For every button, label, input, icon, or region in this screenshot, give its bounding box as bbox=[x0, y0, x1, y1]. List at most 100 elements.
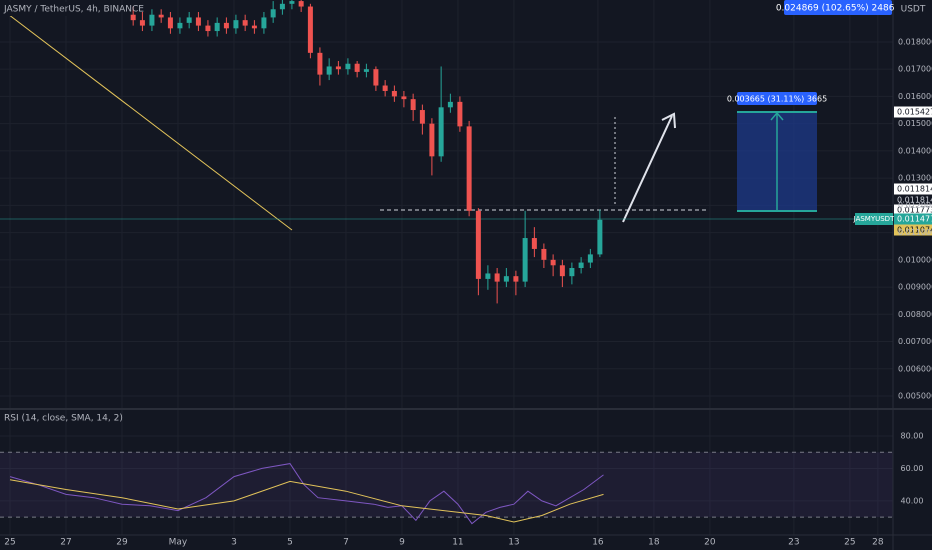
price-tag-label: 0.011773 bbox=[897, 206, 932, 215]
measure-tag-label: 0.024869 (102.65%) 24869 bbox=[776, 4, 901, 14]
candles bbox=[130, 0, 603, 304]
price-tag-label: 0.011814 bbox=[897, 185, 932, 194]
candle-body bbox=[391, 90, 397, 97]
candle-body bbox=[214, 22, 220, 32]
x-tick-label: 7 bbox=[343, 538, 349, 548]
currency-bg bbox=[895, 2, 931, 16]
price-tag bbox=[894, 224, 932, 236]
indicator-label: RSI (14, close, SMA, 14, 2) bbox=[4, 414, 123, 424]
position-tag bbox=[737, 92, 817, 105]
x-tick-label: 25 bbox=[4, 538, 15, 548]
candle-body bbox=[438, 107, 444, 157]
candle-body bbox=[466, 126, 472, 211]
y-tick-label: 0.018000 bbox=[898, 37, 932, 46]
y2-tick-label: 40.00 bbox=[901, 496, 924, 505]
candle-body bbox=[531, 238, 537, 249]
candle-body bbox=[270, 9, 276, 18]
title-bg bbox=[0, 2, 118, 16]
candle-body bbox=[410, 99, 416, 111]
price-tag bbox=[894, 106, 932, 118]
candle-body bbox=[251, 25, 257, 29]
price-tag bbox=[894, 194, 932, 206]
arrow-head bbox=[661, 112, 676, 129]
indicator-line bbox=[9, 463, 604, 525]
candle-body bbox=[541, 248, 547, 260]
chart-title: JASMY / TetherUS, 4h, BINANCE bbox=[3, 5, 144, 15]
x-tick-label: 28 bbox=[872, 538, 884, 548]
x-tick-label: 18 bbox=[648, 538, 660, 548]
candle-body bbox=[363, 69, 369, 72]
candle-body bbox=[597, 219, 603, 255]
position-tag-label: 0.003665 (31.11%) 3665 bbox=[727, 95, 827, 104]
trend-line bbox=[0, 7, 293, 231]
price-tag bbox=[894, 183, 932, 195]
price-tag-label: 0.011814 bbox=[897, 196, 932, 205]
candle-body bbox=[373, 69, 379, 86]
candle-body bbox=[242, 20, 248, 26]
candle-body bbox=[429, 123, 435, 157]
x-tick-label: 27 bbox=[60, 538, 71, 548]
x-tick-label: 16 bbox=[592, 538, 604, 548]
candle-body bbox=[335, 66, 341, 70]
candle-body bbox=[513, 276, 519, 282]
candle-body bbox=[158, 14, 164, 18]
candle-body bbox=[261, 17, 267, 29]
candle-body bbox=[401, 96, 407, 100]
candle-body bbox=[354, 63, 360, 72]
x-tick-label: 9 bbox=[399, 538, 405, 548]
symbol-tag bbox=[855, 213, 893, 225]
candle-body bbox=[205, 25, 211, 32]
candle-body bbox=[503, 276, 509, 282]
indicator-line bbox=[9, 479, 604, 523]
x-tick-label: 20 bbox=[704, 538, 716, 548]
candle-body bbox=[307, 6, 313, 53]
candle-body bbox=[550, 259, 556, 266]
price-tag-label: 0.011477 bbox=[897, 215, 932, 224]
candle-body bbox=[167, 17, 173, 29]
candle-body bbox=[447, 101, 453, 108]
candle-body bbox=[298, 1, 304, 7]
price-tag-label: 0.015427 bbox=[897, 108, 932, 117]
candle-body bbox=[485, 273, 491, 279]
candle-body bbox=[139, 20, 145, 26]
candle-body bbox=[457, 101, 463, 127]
candle-body bbox=[195, 17, 201, 26]
candle-body bbox=[149, 14, 155, 26]
candle-body bbox=[326, 66, 332, 75]
candle-body bbox=[345, 63, 351, 70]
arrow bbox=[622, 115, 673, 223]
x-tick-label: 29 bbox=[116, 538, 128, 548]
candle-body bbox=[130, 14, 136, 21]
candle-body bbox=[559, 265, 565, 277]
candle-body bbox=[494, 273, 500, 282]
rsi-pane bbox=[0, 451, 893, 525]
y2-tick-label: 80.00 bbox=[901, 431, 924, 440]
candle-body bbox=[522, 238, 528, 282]
x-tick-label: 3 bbox=[231, 538, 237, 548]
price-tag bbox=[894, 213, 932, 225]
candle-body bbox=[289, 1, 295, 4]
measure-arrow bbox=[770, 111, 784, 121]
candle-body bbox=[475, 210, 481, 279]
candle-body bbox=[382, 85, 388, 91]
candle-body bbox=[279, 3, 285, 10]
labels: JASMY / TetherUS, 4h, BINANCE RSI (14, c… bbox=[0, 0, 932, 424]
x-tick-label: 5 bbox=[287, 538, 293, 548]
x-tick-label: 23 bbox=[788, 538, 799, 548]
candle-body bbox=[569, 268, 575, 277]
grid bbox=[0, 0, 893, 535]
candle-body bbox=[317, 52, 323, 75]
candle-body bbox=[587, 254, 593, 263]
